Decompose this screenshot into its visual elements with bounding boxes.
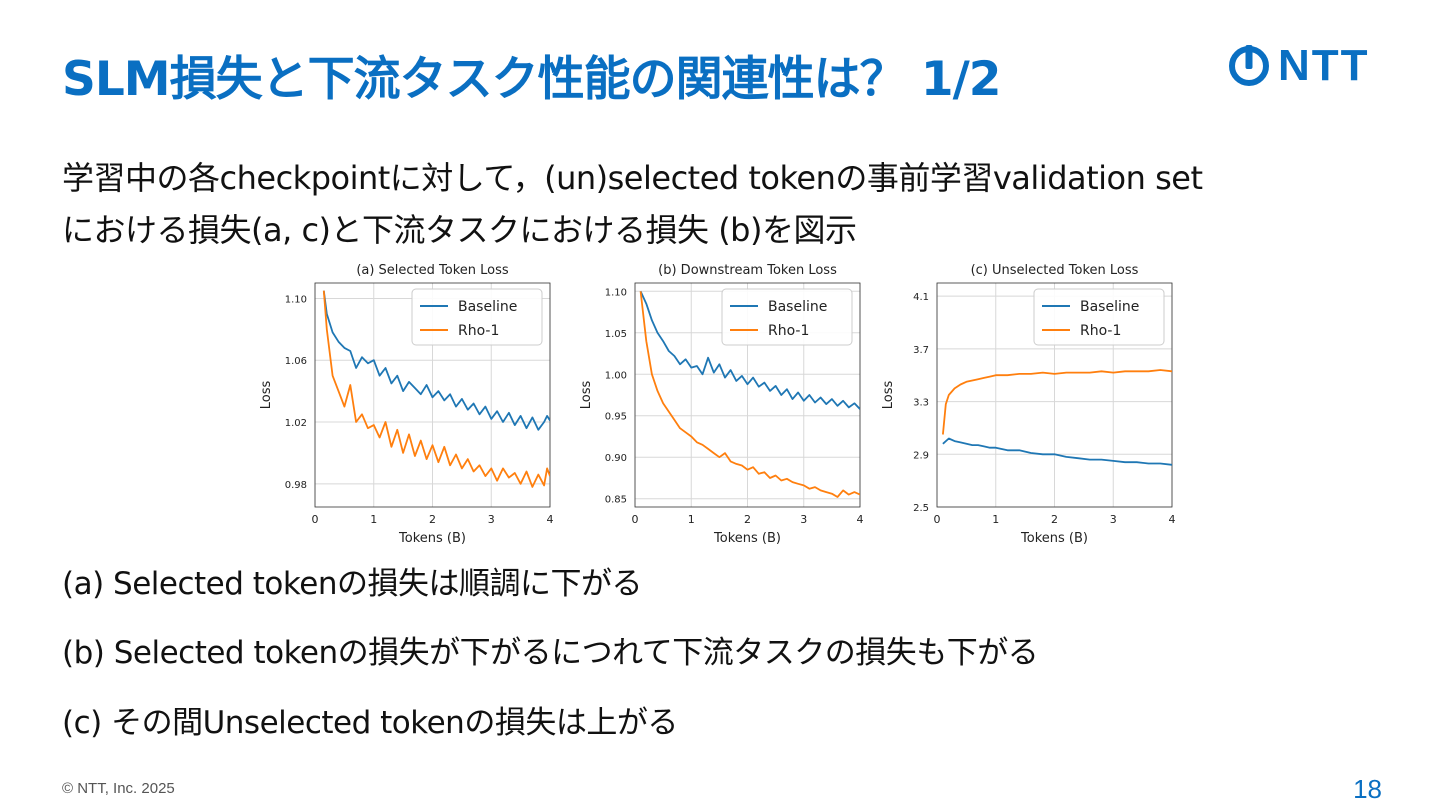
- y-tick-label: 1.06: [285, 356, 307, 367]
- x-axis-label: Tokens (B): [398, 531, 466, 546]
- x-tick-label: 1: [688, 513, 695, 526]
- x-tick-label: 4: [857, 513, 864, 526]
- y-tick-label: 1.10: [605, 287, 627, 298]
- x-tick-label: 0: [934, 513, 941, 526]
- bullet-c: (c) その間Unselected tokenの損失は上がる: [62, 705, 678, 741]
- chart-panel-0: 0 1 2 3 4 0.98 1.02 1.06 1.10 (a) Selected Token …: [259, 263, 554, 546]
- y-tick-label: 1.05: [605, 329, 627, 340]
- legend-label: Baseline: [458, 299, 517, 315]
- ntt-logo-text: NTT: [1278, 41, 1370, 90]
- x-tick-label: 4: [547, 513, 554, 526]
- y-tick-label: 0.90: [605, 453, 627, 464]
- ntt-logo: NTT: [1228, 44, 1370, 88]
- y-tick-label: 4.1: [913, 292, 929, 303]
- y-tick-label: 0.98: [285, 480, 307, 491]
- x-tick-label: 4: [1169, 513, 1176, 526]
- plot-frame: [936, 282, 1173, 508]
- series-line-baseline: [942, 437, 1172, 466]
- loss-charts: 0 1 2 3 4 0.98 1.02 1.06 1.10 (a) Selected Token …: [259, 263, 1176, 546]
- x-tick-label: 0: [312, 513, 319, 526]
- x-tick-label: 0: [632, 513, 639, 526]
- x-tick-label: 3: [488, 513, 495, 526]
- x-tick-label: 1: [992, 513, 999, 526]
- chart-panel-1: 0 1 2 3 4 0.85 0.90 0.95 1.00 1.05 1.10 (b) Downstr…: [579, 263, 864, 546]
- y-tick-label: 1.02: [285, 418, 307, 429]
- plot-frame: [634, 282, 861, 508]
- intro-line-1: 学習中の各checkpointに対して，(un)selected tokenの事…: [62, 159, 1203, 197]
- y-tick-label: 0.95: [605, 412, 627, 423]
- y-tick-label: 1.10: [285, 294, 307, 305]
- series-line-rho-1: [639, 291, 860, 498]
- bullet-b: (b) Selected tokenの損失が下がるにつれて下流タスクの損失も下が…: [62, 635, 1039, 671]
- copyright-footer: © NTT, Inc. 2025: [62, 780, 175, 797]
- chart-title: (c) Unselected Token Loss: [971, 263, 1139, 278]
- chart-title: (b) Downstream Token Loss: [658, 263, 837, 278]
- y-axis-label: Loss: [881, 381, 896, 410]
- legend-label: Baseline: [1080, 299, 1139, 315]
- x-tick-label: 1: [370, 513, 377, 526]
- x-axis-label: Tokens (B): [713, 531, 781, 546]
- chart-title: (a) Selected Token Loss: [356, 263, 509, 278]
- x-axis-label: Tokens (B): [1020, 531, 1088, 546]
- y-axis-label: Loss: [579, 381, 594, 410]
- legend-label: Rho-1: [458, 323, 499, 339]
- y-tick-label: 2.9: [913, 450, 929, 461]
- x-tick-label: 2: [429, 513, 436, 526]
- series-line-baseline: [639, 290, 860, 410]
- chart-panel-2: 0 1 2 3 4 2.5 2.9 3.3 3.7 4.1 (c) Unselected Token…: [881, 263, 1176, 546]
- series-line-rho-1: [942, 369, 1172, 435]
- x-tick-label: 3: [1110, 513, 1117, 526]
- legend-label: Rho-1: [768, 323, 809, 339]
- x-tick-label: 2: [1051, 513, 1058, 526]
- y-tick-label: 3.3: [913, 398, 929, 409]
- charts-figure: 0 1 2 3 4 0.98 1.02 1.06 1.10 (a) Selected Token …: [250, 255, 1190, 555]
- y-tick-label: 1.00: [605, 370, 627, 381]
- y-axis-label: Loss: [259, 381, 274, 410]
- x-tick-label: 2: [744, 513, 751, 526]
- series-line-baseline: [322, 290, 550, 431]
- ntt-logo-mark-icon: [1229, 45, 1269, 86]
- slide-title: SLM損失と下流タスク性能の関連性は？ 1/2: [62, 52, 1002, 107]
- y-tick-label: 2.5: [913, 503, 929, 514]
- y-tick-label: 0.85: [605, 495, 627, 506]
- legend-label: Baseline: [768, 299, 827, 315]
- legend-label: Rho-1: [1080, 323, 1121, 339]
- intro-text: 学習中の各checkpointに対して，(un)selected tokenの事…: [62, 152, 1203, 256]
- page-number: 18: [1353, 774, 1382, 804]
- intro-line-2: における損失(a, c)と下流タスクにおける損失 (b)を図示: [62, 211, 857, 249]
- x-tick-label: 3: [800, 513, 807, 526]
- plot-frame: [314, 282, 551, 508]
- bullet-a: (a) Selected tokenの損失は順調に下がる: [62, 566, 642, 602]
- y-tick-label: 3.7: [913, 345, 929, 356]
- series-line-rho-1: [322, 290, 550, 488]
